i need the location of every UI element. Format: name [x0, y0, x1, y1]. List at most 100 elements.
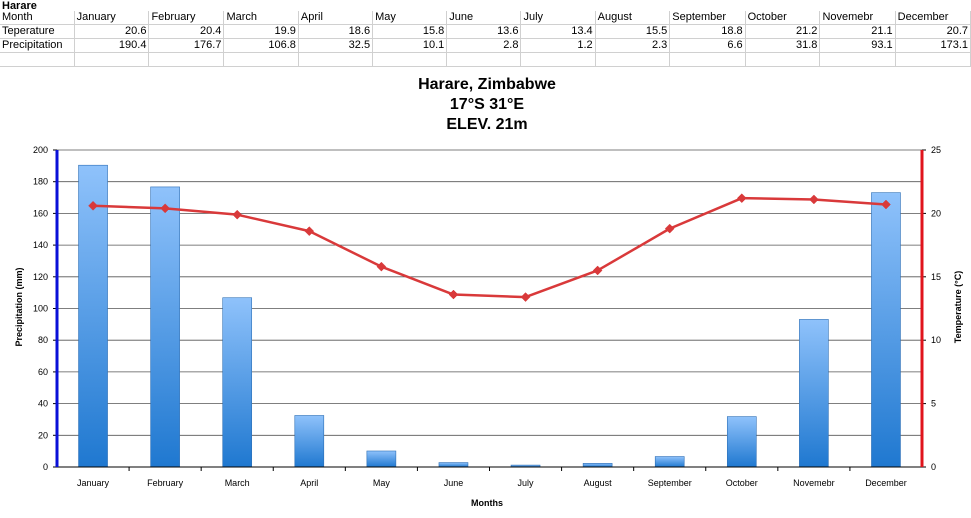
x-tick-label: June: [444, 478, 464, 488]
precipitation-row: Precipitation 190.4 176.7 106.8 32.5 10.…: [0, 38, 971, 53]
y2-tick-label: 20: [931, 208, 941, 218]
temperature-point: [232, 209, 243, 220]
month-cell[interactable]: August: [595, 11, 671, 25]
chart-title-line: ELEV. 21m: [446, 116, 527, 133]
temperature-polyline: [92, 196, 887, 299]
value-cell[interactable]: 20.4: [148, 24, 225, 39]
value-cell[interactable]: 176.7: [148, 38, 225, 53]
month-cell[interactable]: February: [148, 11, 225, 25]
y-tick-label: 100: [33, 304, 48, 314]
y2-tick-label: 10: [931, 335, 941, 345]
value-cell[interactable]: 20.7: [895, 24, 971, 39]
month-cell[interactable]: March: [223, 11, 299, 25]
x-axis-label: Months: [471, 498, 503, 508]
value-cell[interactable]: 10.1: [372, 38, 448, 53]
x-tick-label: May: [373, 478, 391, 488]
value-cell[interactable]: 20.6: [74, 24, 150, 39]
x-tick-label: October: [726, 478, 758, 488]
row-label[interactable]: Teperature: [0, 24, 75, 39]
axes: [53, 149, 926, 471]
month-cell[interactable]: December: [895, 11, 971, 25]
row-label[interactable]: Precipitation: [0, 38, 75, 53]
month-cell[interactable]: May: [372, 11, 448, 25]
precipitation-bar: [654, 456, 685, 468]
month-cell[interactable]: September: [669, 11, 746, 25]
x-tick-label: January: [77, 478, 110, 488]
temperature-point: [881, 199, 891, 210]
y-tick-label: 180: [33, 177, 48, 187]
data-table: Month January February March April May J…: [0, 11, 971, 67]
value-cell[interactable]: 32.5: [298, 38, 374, 53]
value-cell[interactable]: 18.6: [298, 24, 374, 39]
precipitation-bar: [726, 416, 757, 468]
empty-row: [0, 52, 971, 67]
month-cell[interactable]: Novemebr: [819, 11, 896, 25]
value-cell[interactable]: 190.4: [74, 38, 150, 53]
gridlines: [57, 149, 922, 436]
precipitation-bar: [871, 192, 901, 468]
month-cell[interactable]: July: [520, 11, 596, 25]
value-cell[interactable]: 106.8: [223, 38, 299, 53]
temperature-point: [160, 203, 170, 214]
sheet-title: Harare: [2, 0, 37, 12]
spreadsheet: Harare Month January February March Apri…: [0, 0, 971, 67]
value-cell[interactable]: 13.6: [446, 24, 522, 39]
precipitation-bar: [582, 463, 613, 468]
x-tick-label: April: [300, 478, 318, 488]
x-tick-label: September: [648, 478, 692, 488]
precipitation-bar: [78, 164, 108, 468]
temperature-point: [376, 261, 387, 272]
temperature-point: [88, 200, 98, 211]
value-cell[interactable]: 31.8: [745, 38, 821, 53]
tick-labels: 0 20 40 60 80 100 120 140 160 180 200 0 5 10 15 20 25 Jan…: [33, 145, 941, 488]
month-cell[interactable]: January: [74, 11, 150, 25]
x-tick-label: August: [584, 478, 613, 488]
temperature-point: [809, 194, 819, 205]
y-tick-label: 0: [43, 462, 48, 472]
value-cell[interactable]: 2.8: [446, 38, 522, 53]
temperature-line: [88, 193, 891, 302]
y2-tick-label: 5: [931, 399, 936, 409]
value-cell[interactable]: 1.2: [520, 38, 596, 53]
value-cell[interactable]: 19.9: [223, 24, 299, 39]
temperature-point: [304, 226, 315, 237]
value-cell[interactable]: 173.1: [895, 38, 971, 53]
y2-tick-label: 25: [931, 145, 941, 155]
temperature-point: [736, 193, 747, 204]
x-tick-label: July: [518, 478, 535, 488]
y-tick-label: 80: [38, 335, 48, 345]
chart-title-line: Harare, Zimbabwe: [418, 76, 556, 93]
value-cell[interactable]: 2.3: [595, 38, 671, 53]
x-tick-label: March: [225, 478, 250, 488]
y2-tick-label: 15: [931, 272, 941, 282]
month-cell[interactable]: October: [745, 11, 821, 25]
x-tick-label: December: [865, 478, 907, 488]
value-cell[interactable]: 21.2: [745, 24, 821, 39]
y-tick-label: 140: [33, 240, 48, 250]
y2-tick-label: 0: [931, 462, 936, 472]
precipitation-bar: [150, 186, 180, 468]
precipitation-bar: [222, 297, 253, 468]
value-cell[interactable]: 15.5: [595, 24, 671, 39]
month-cell[interactable]: April: [298, 11, 374, 25]
temperature-point: [592, 265, 603, 276]
precipitation-bar: [799, 319, 829, 468]
header-label[interactable]: Month: [0, 11, 75, 25]
temperature-point: [520, 292, 531, 302]
temperature-row: Teperature 20.6 20.4 19.9 18.6 15.8 13.6…: [0, 24, 971, 39]
value-cell[interactable]: 13.4: [520, 24, 596, 39]
month-cell[interactable]: June: [446, 11, 522, 25]
value-cell[interactable]: 18.8: [669, 24, 746, 39]
y-tick-label: 160: [33, 208, 48, 218]
value-cell[interactable]: 6.6: [669, 38, 746, 53]
precipitation-bar: [366, 450, 397, 468]
precipitation-bars: [78, 164, 901, 468]
y-tick-label: 120: [33, 272, 48, 282]
value-cell[interactable]: 15.8: [372, 24, 448, 39]
x-tick-label: Novemebr: [793, 478, 835, 488]
header-row: Month January February March April May J…: [0, 11, 971, 25]
value-cell[interactable]: 93.1: [819, 38, 896, 53]
y-tick-label: 40: [38, 399, 48, 409]
value-cell[interactable]: 21.1: [819, 24, 896, 39]
chart-title-line: 17°S 31°E: [450, 96, 525, 113]
